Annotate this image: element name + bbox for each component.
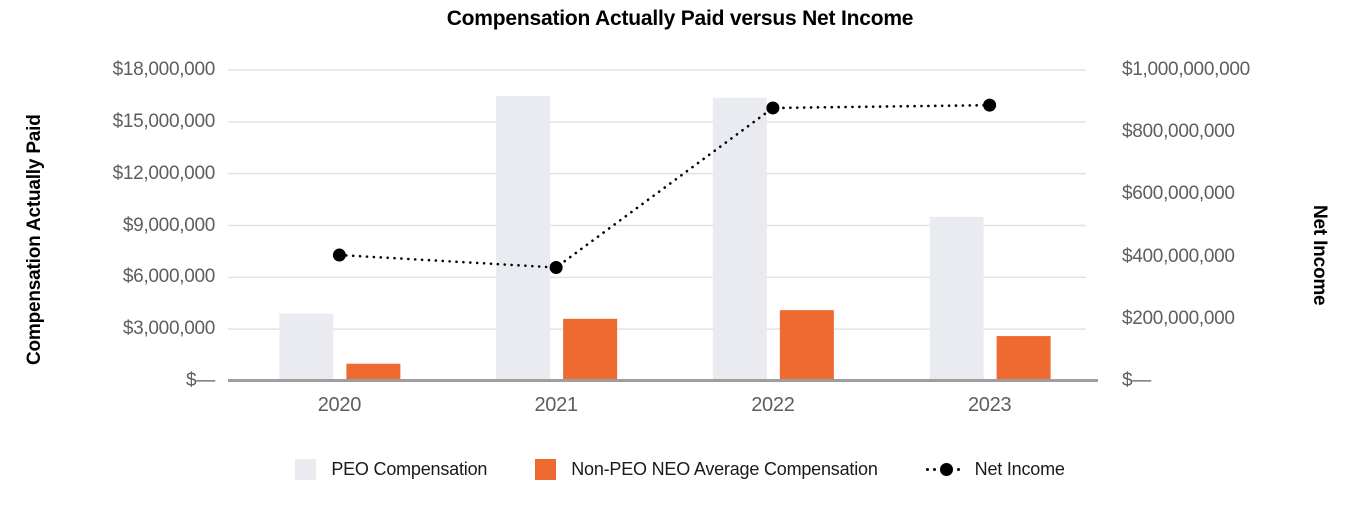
bar-non-peo-2021: [563, 318, 618, 381]
legend-item-non-peo-neo-average-compensation: Non-PEO NEO Average Compensation: [535, 459, 878, 480]
chart-title: Compensation Actually Paid versus Net In…: [446, 7, 914, 30]
y-left-tick: $15,000,000: [112, 110, 216, 132]
y-right-tick: $600,000,000: [1122, 183, 1235, 205]
y-left-tick: $18,000,000: [112, 59, 216, 80]
legend-item-net-income: Net Income: [925, 459, 1065, 480]
net-income-point-2023: [983, 98, 997, 112]
y-left-tick: $12,000,000: [112, 162, 216, 184]
x-axis-label: 2023: [967, 394, 1012, 416]
non-peo-swatch-icon: [535, 459, 557, 480]
x-axis-label: 2022: [751, 394, 795, 416]
y-right-tick: $800,000,000: [1122, 121, 1235, 143]
bar-peo-2023: [929, 216, 984, 381]
legend-item-peo-compensation: PEO Compensation: [295, 459, 487, 480]
legend-label: Non-PEO NEO Average Compensation: [571, 459, 878, 479]
bar-non-peo-2023: [996, 336, 1051, 381]
net-income-point-2022: [766, 101, 780, 115]
bar-non-peo-2020: [346, 363, 401, 381]
bar-non-peo-2022: [779, 310, 834, 381]
y-left-tick: $9,000,000: [122, 214, 215, 236]
y-right-tick: $400,000,000: [1122, 245, 1235, 267]
legend-label: PEO Compensation: [331, 459, 488, 479]
legend: PEO Compensation Non-PEO NEO Average Com…: [0, 459, 1360, 480]
legend-label: Net Income: [974, 459, 1065, 479]
bar-peo-2022: [712, 97, 767, 382]
bar-peo-2021: [496, 95, 551, 382]
net-income-point-2021: [549, 260, 563, 274]
bar-peo-2020: [279, 313, 334, 381]
net-income-point-2020: [332, 248, 346, 262]
x-axis-label: 2021: [534, 394, 578, 416]
y-right-tick: $200,000,000: [1122, 307, 1235, 329]
y-right-tick: $1,000,000,000: [1122, 59, 1250, 80]
peo-compensation-swatch-icon: [295, 459, 317, 480]
dotted-line-marker-icon: [925, 463, 960, 476]
y-right-tick: $—: [1122, 370, 1151, 391]
y-left-tick: $6,000,000: [122, 266, 215, 288]
y-axis-right-title: Net Income: [1309, 204, 1330, 306]
y-left-tick: $3,000,000: [122, 318, 215, 340]
x-axis-label: 2020: [317, 394, 362, 416]
y-left-tick: $—: [186, 370, 215, 391]
net-income-dotted-line: [338, 103, 991, 269]
